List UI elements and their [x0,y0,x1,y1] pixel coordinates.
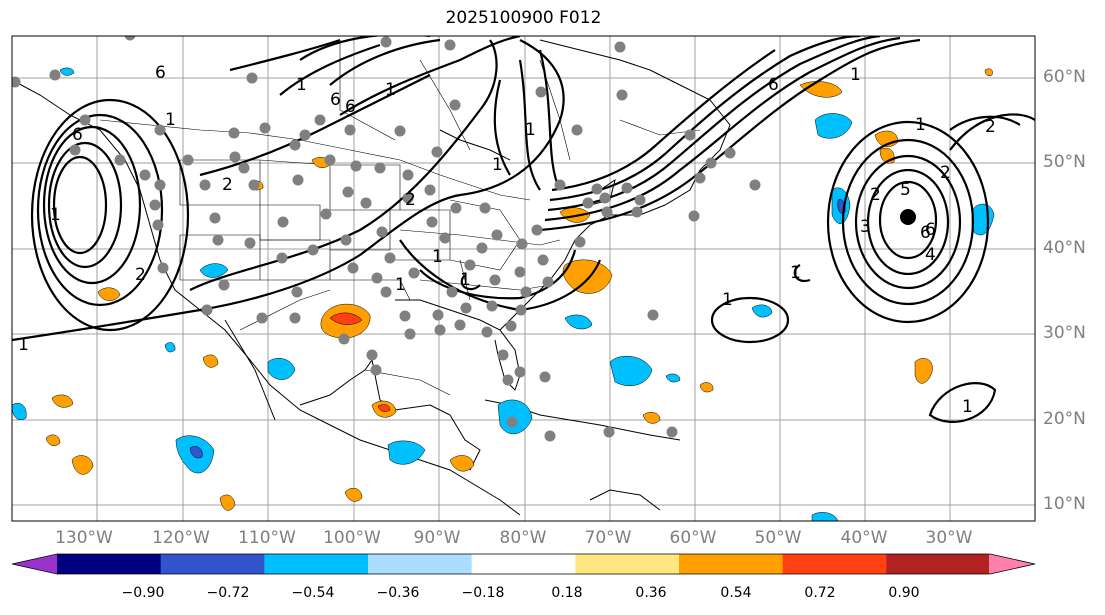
colorbar-tick: 0.90 [888,585,920,601]
contour-label: 2 [940,163,951,183]
longitude-label: 30°W [925,528,973,548]
contour-label: 6 [920,223,931,243]
longitude-label: 90°W [413,528,461,548]
contour-label: 2 [985,117,996,137]
contour-label: 1 [915,115,926,135]
contour-label: 1 [296,75,307,95]
colorbar-swatch [12,554,59,574]
contour-label: 6 [330,90,341,110]
contour-label: 2 [222,175,233,195]
contour-label: 6 [72,125,83,145]
colorbar-tick: −0.54 [291,585,335,601]
contour-label: 6 [345,97,356,117]
graticule [12,36,1035,521]
contour-label: 1 [525,120,536,140]
longitude-label: 100°W [323,528,381,548]
contour-label: 2 [135,265,146,285]
colorbar-swatch [989,554,1035,574]
coastlines [12,39,731,516]
colorbar-segments [11,553,1036,575]
latitude-label: 10°N [1043,494,1086,514]
colorbar-swatch [679,554,784,574]
colorbar-tick: −0.90 [121,585,165,601]
colorbar [11,553,1036,575]
contour-lines [12,36,1035,423]
colorbar-tick: 0.36 [635,585,667,601]
colorbar-tick: −0.36 [376,585,420,601]
colorbar-tick: 0.72 [804,585,836,601]
latitude-label: 50°N [1043,152,1086,172]
longitude-label: 130°W [55,528,113,548]
high-center-marker [900,209,916,225]
colorbar-swatch [471,554,576,574]
contour-label: 6 [768,75,779,95]
station-markers [12,36,761,442]
contour-label: 1 [18,335,29,355]
latitude-label: 20°N [1043,409,1086,429]
contour-label: 6 [925,220,936,240]
colorbar-tick: −0.18 [461,585,505,601]
contour-label: 6 [155,63,166,83]
colorbar-tick: 0.18 [551,585,583,601]
contour-label: 1 [385,80,396,100]
latitude-label: 40°N [1043,238,1086,258]
colorbar-outline [11,553,1036,575]
contour-label: 1 [165,110,176,130]
colorbar-swatch [160,554,265,574]
map-frame [11,35,1036,522]
contour-labels: 6 1 1 6 2 2 1 1 6 6 1 2 1 6 1 1 2 1 6 1 … [18,63,996,417]
contour-label: 3 [860,217,871,237]
colorbar-swatch [782,554,887,574]
longitude-label: 70°W [584,528,632,548]
colorbar-swatch [57,554,162,574]
contour-label: 1 [850,65,861,85]
longitude-label: 60°W [669,528,717,548]
contour-label: 1 [962,397,973,417]
contour-label: 1 [50,205,61,225]
contour-label: 1 [790,263,801,283]
anomaly-shading [12,67,995,521]
contour-label: 2 [405,190,416,210]
contour-label: 1 [395,275,406,295]
contour-label: 1 [432,247,443,267]
colorbar-swatch [886,554,991,574]
latitude-label: 60°N [1043,67,1086,87]
longitude-label: 80°W [499,528,547,548]
contour-label: 5 [900,180,911,200]
forecast-map: 6 1 1 6 2 2 1 1 6 6 1 2 1 6 1 1 2 1 6 1 … [11,35,1036,522]
longitude-label: 40°W [840,528,888,548]
latitude-label: 30°N [1043,323,1086,343]
contour-label: 4 [925,245,936,265]
colorbar-swatch [575,554,680,574]
colorbar-swatch [264,554,369,574]
longitude-label: 120°W [152,528,210,548]
contour-label: 2 [870,185,881,205]
contour-label: 1 [722,290,733,310]
contour-label: 1 [460,270,471,290]
longitude-label: 50°W [754,528,802,548]
contour-label: 1 [492,155,503,175]
colorbar-tick: −0.72 [206,585,250,601]
colorbar-swatch [368,554,473,574]
longitude-label: 110°W [238,528,296,548]
colorbar-tick: 0.54 [720,585,752,601]
map-title: 2025100900 F012 [445,8,602,28]
